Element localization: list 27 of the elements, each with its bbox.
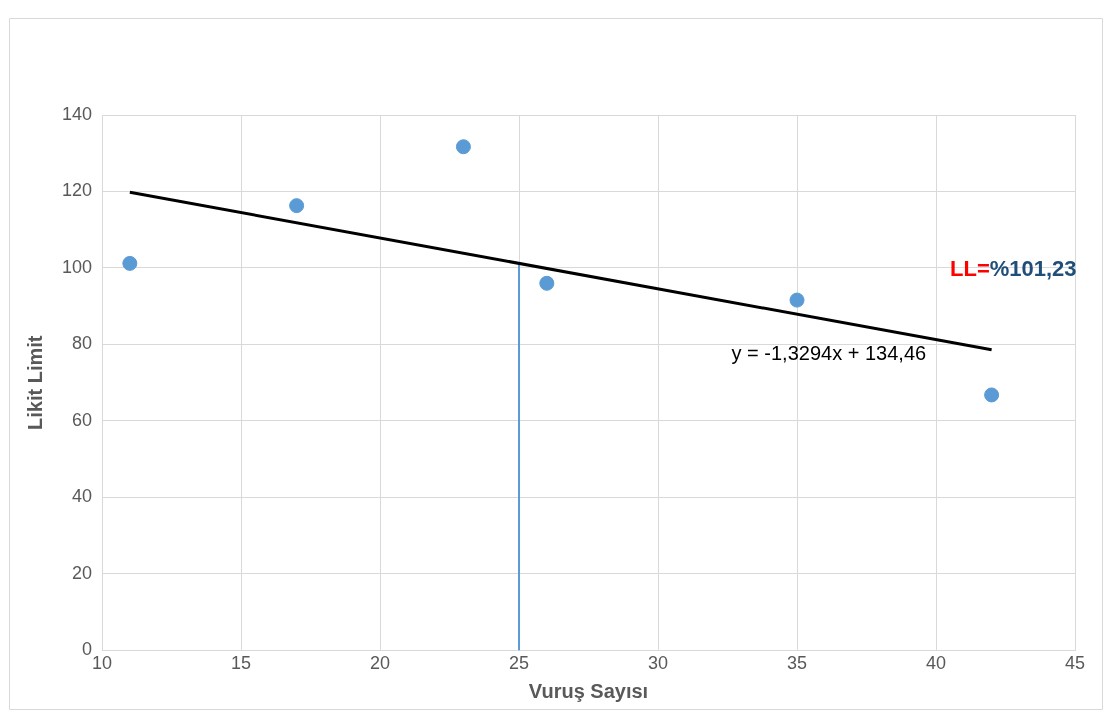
x-axis-title: Vuruş Sayısı [528,679,649,702]
x-tick-label: 20 [370,653,391,674]
point [539,275,555,291]
point [122,255,138,271]
annotation: %101,23 [989,256,1077,282]
x-tick-label: 45 [1064,653,1086,674]
y-tick-label: 120 [61,180,93,201]
y-tick-label: 100 [61,256,93,277]
annotation: LL= [950,256,990,282]
point [455,139,471,155]
x-tick-label: 15 [231,653,252,674]
y-tick-label: 0 [82,639,93,660]
y-tick-label: 20 [72,562,93,583]
y-axis-title: Likit Limit [23,335,46,430]
annotation: y = -1,3294x + 134,46 [731,341,927,364]
y-tick-label: 40 [72,486,93,507]
point [984,387,1000,403]
point [289,198,305,214]
x-tick-label: 30 [648,653,669,674]
x-tick-label: 10 [92,653,113,674]
x-tick-label: 40 [925,653,947,674]
y-tick-label: 80 [72,333,93,354]
x-tick-label: 25 [509,653,530,674]
y-tick-label: 140 [61,103,93,124]
y-tick-label: 60 [72,409,93,430]
x-tick-label: 35 [786,653,808,674]
point [789,292,805,308]
